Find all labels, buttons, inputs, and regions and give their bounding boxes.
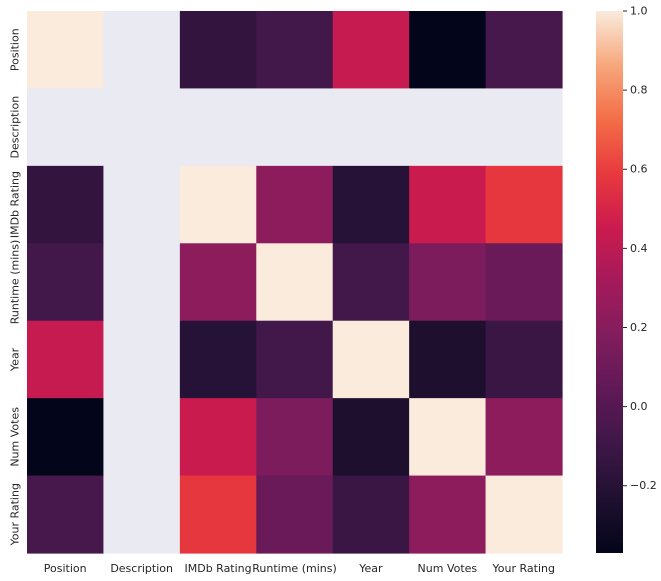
heatmap-cell-imdb-rating-position	[27, 165, 105, 244]
heatmap-cell-num-votes-year	[332, 398, 410, 477]
heatmap-cell-your-rating-num-votes	[409, 475, 487, 554]
colorbar-ticks: 1.0 0.8 0.6 0.4 0.2 0.0 −0.2	[623, 5, 657, 492]
heatmap-cell-num-votes-description	[103, 398, 181, 477]
heatmap-cell-your-rating-runtime-mins	[256, 475, 334, 554]
x-tick-label-description: Description	[110, 562, 173, 575]
colorbar-tick-label: 0.8	[630, 84, 648, 97]
heatmap-cell-num-votes-imdb-rating	[179, 398, 257, 477]
heatmap-cells	[27, 11, 563, 554]
y-axis-labels: Position Description IMDb Rating Runtime (m…	[9, 28, 22, 546]
heatmap-cell-imdb-rating-your-rating	[485, 165, 563, 244]
heatmap-cell-runtime-mins-year	[332, 243, 410, 322]
heatmap-cell-description-description	[103, 88, 181, 167]
heatmap-cell-imdb-rating-num-votes	[409, 165, 487, 244]
y-tick-label-num-votes: Num Votes	[9, 407, 22, 467]
heatmap-cell-position-runtime-mins	[256, 11, 334, 90]
colorbar-tick-label: 0.6	[630, 163, 648, 176]
heatmap-cell-position-year	[332, 11, 410, 90]
heatmap-cell-year-num-votes	[409, 320, 487, 399]
heatmap-cell-imdb-rating-imdb-rating	[179, 165, 257, 244]
colorbar-tick-label: −0.2	[630, 479, 657, 492]
colorbar-gradient	[596, 11, 623, 553]
heatmap-cell-year-your-rating	[485, 320, 563, 399]
heatmap-cell-runtime-mins-your-rating	[485, 243, 563, 322]
heatmap-cell-year-imdb-rating	[179, 320, 257, 399]
heatmap-cell-runtime-mins-position	[27, 243, 105, 322]
x-tick-label-your-rating: Your Rating	[492, 562, 555, 575]
heatmap-cell-description-position	[27, 88, 105, 167]
heatmap-cell-year-year	[332, 320, 410, 399]
heatmap-cell-position-num-votes	[409, 11, 487, 90]
heatmap-cell-year-position	[27, 320, 105, 399]
heatmap-cell-num-votes-your-rating	[485, 398, 563, 477]
heatmap-cell-imdb-rating-runtime-mins	[256, 165, 334, 244]
heatmap-cell-runtime-mins-imdb-rating	[179, 243, 257, 322]
heatmap-cell-runtime-mins-num-votes	[409, 243, 487, 322]
heatmap-cell-imdb-rating-year	[332, 165, 410, 244]
y-tick-label-position: Position	[9, 28, 22, 71]
x-tick-label-num-votes: Num Votes	[418, 562, 478, 575]
heatmap-cell-description-your-rating	[485, 88, 563, 167]
y-tick-label-runtime-mins: Runtime (mins)	[9, 240, 22, 325]
heatmap-cell-position-imdb-rating	[179, 11, 257, 90]
heatmap-cell-description-imdb-rating	[179, 88, 257, 167]
heatmap-cell-your-rating-position	[27, 475, 105, 554]
colorbar-tick-label: 0.0	[630, 400, 648, 413]
heatmap-cell-your-rating-description	[103, 475, 181, 554]
x-tick-label-year: Year	[358, 562, 383, 575]
heatmap-cell-runtime-mins-runtime-mins	[256, 243, 334, 322]
heatmap-cell-description-year	[332, 88, 410, 167]
heatmap-cell-position-your-rating	[485, 11, 563, 90]
y-tick-label-your-rating: Your Rating	[9, 483, 22, 546]
x-tick-label-runtime-mins: Runtime (mins)	[252, 562, 337, 575]
colorbar: 1.0 0.8 0.6 0.4 0.2 0.0 −0.2	[596, 5, 657, 553]
heatmap-cell-imdb-rating-description	[103, 165, 181, 244]
heatmap-cell-position-description	[103, 11, 181, 90]
heatmap-cell-description-num-votes	[409, 88, 487, 167]
heatmap-cell-your-rating-your-rating	[485, 475, 563, 554]
heatmap-cell-year-runtime-mins	[256, 320, 334, 399]
heatmap-cell-runtime-mins-description	[103, 243, 181, 322]
heatmap-cell-year-description	[103, 320, 181, 399]
x-tick-label-position: Position	[44, 562, 87, 575]
y-tick-label-imdb-rating: IMDb Rating	[9, 171, 22, 238]
heatmap-cell-your-rating-imdb-rating	[179, 475, 257, 554]
x-tick-label-imdb-rating: IMDb Rating	[184, 562, 251, 575]
heatmap-cell-position-position	[27, 11, 105, 90]
x-axis-labels: Position Description IMDb Rating Runtime (m…	[44, 562, 555, 575]
colorbar-tick-label: 0.4	[630, 242, 648, 255]
heatmap-cell-num-votes-position	[27, 398, 105, 477]
colorbar-tick-label: 1.0	[630, 5, 648, 18]
heatmap-cell-your-rating-year	[332, 475, 410, 554]
heatmap-cell-num-votes-num-votes	[409, 398, 487, 477]
heatmap-cell-num-votes-runtime-mins	[256, 398, 334, 477]
y-tick-label-year: Year	[9, 347, 22, 372]
colorbar-tick-label: 0.2	[630, 321, 648, 334]
heatmap-cell-description-runtime-mins	[256, 88, 334, 167]
y-tick-label-description: Description	[9, 96, 22, 159]
